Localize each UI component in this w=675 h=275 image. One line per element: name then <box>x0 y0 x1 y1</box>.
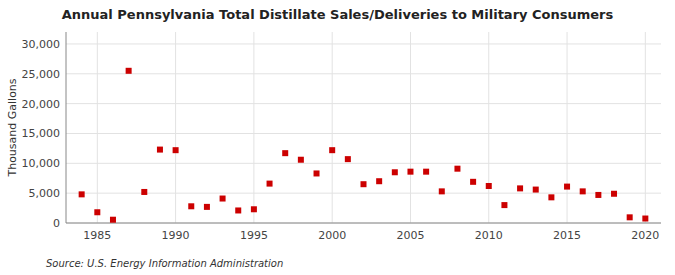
point <box>282 150 288 156</box>
point <box>580 188 586 194</box>
x-axis-line <box>66 223 661 224</box>
x-grid-line <box>175 32 176 223</box>
x-tick-label: 2005 <box>396 229 424 242</box>
point <box>533 187 539 193</box>
point <box>157 147 163 153</box>
point <box>235 207 241 213</box>
y-tick-label: 30,000 <box>22 38 61 51</box>
y-axis-line <box>66 32 67 223</box>
x-grid-line <box>410 32 411 223</box>
point <box>486 183 492 189</box>
point <box>407 169 413 175</box>
point <box>204 204 210 210</box>
point <box>141 189 147 195</box>
point <box>110 217 116 223</box>
x-tick-label: 2020 <box>631 229 659 242</box>
point <box>314 170 320 176</box>
point <box>470 179 476 185</box>
point <box>126 68 132 74</box>
y-tick-label: 10,000 <box>22 157 61 170</box>
chart: Annual Pennsylvania Total Distillate Sal… <box>0 0 675 275</box>
y-tick-label: 0 <box>53 217 60 230</box>
point <box>548 194 554 200</box>
y-tick-label: 5,000 <box>29 187 61 200</box>
x-grid-line <box>253 32 254 223</box>
x-grid-line <box>332 32 333 223</box>
point <box>439 188 445 194</box>
x-tick-label: 2000 <box>318 229 346 242</box>
point <box>611 191 617 197</box>
point <box>376 178 382 184</box>
y-grid-line <box>66 73 661 74</box>
point <box>173 147 179 153</box>
point <box>501 202 507 208</box>
point <box>267 181 273 187</box>
x-grid-line <box>567 32 568 223</box>
point <box>423 169 429 175</box>
title: Annual Pennsylvania Total Distillate Sal… <box>62 7 614 22</box>
x-tick-label: 1990 <box>162 229 190 242</box>
point <box>298 157 304 163</box>
point <box>188 203 194 209</box>
point <box>79 191 85 197</box>
point <box>345 156 351 162</box>
x-grid-line <box>97 32 98 223</box>
point <box>627 214 633 220</box>
point <box>251 206 257 212</box>
grid <box>66 32 661 223</box>
y-tick-label: 20,000 <box>22 98 61 111</box>
point <box>392 169 398 175</box>
source-note: Source: U.S. Energy Information Administ… <box>46 258 283 269</box>
y-tick-label: 25,000 <box>22 68 61 81</box>
x-grid-line <box>488 32 489 223</box>
x-tick-label: 2015 <box>553 229 581 242</box>
y-grid-line <box>66 223 661 224</box>
x-grid-line <box>645 32 646 223</box>
point <box>595 192 601 198</box>
point <box>517 185 523 191</box>
y-grid-line <box>66 163 661 164</box>
y-grid-line <box>66 193 661 194</box>
x-tick-label: 1985 <box>83 229 111 242</box>
x-tick-label: 1995 <box>240 229 268 242</box>
point <box>642 216 648 222</box>
y-grid-line <box>66 43 661 44</box>
point <box>454 166 460 172</box>
point <box>94 209 100 215</box>
y-grid-line <box>66 133 661 134</box>
points <box>79 68 649 223</box>
point <box>564 184 570 190</box>
point <box>220 196 226 202</box>
axes: 0 5,000 10,000 15,000 20,000 25,000 30,000 1985… <box>22 32 662 242</box>
y-tick-label: 15,000 <box>22 127 61 140</box>
point <box>361 181 367 187</box>
point <box>329 147 335 153</box>
y-axis-label: Thousand Gallons <box>6 78 19 177</box>
y-grid-line <box>66 103 661 104</box>
x-tick-label: 2010 <box>475 229 503 242</box>
